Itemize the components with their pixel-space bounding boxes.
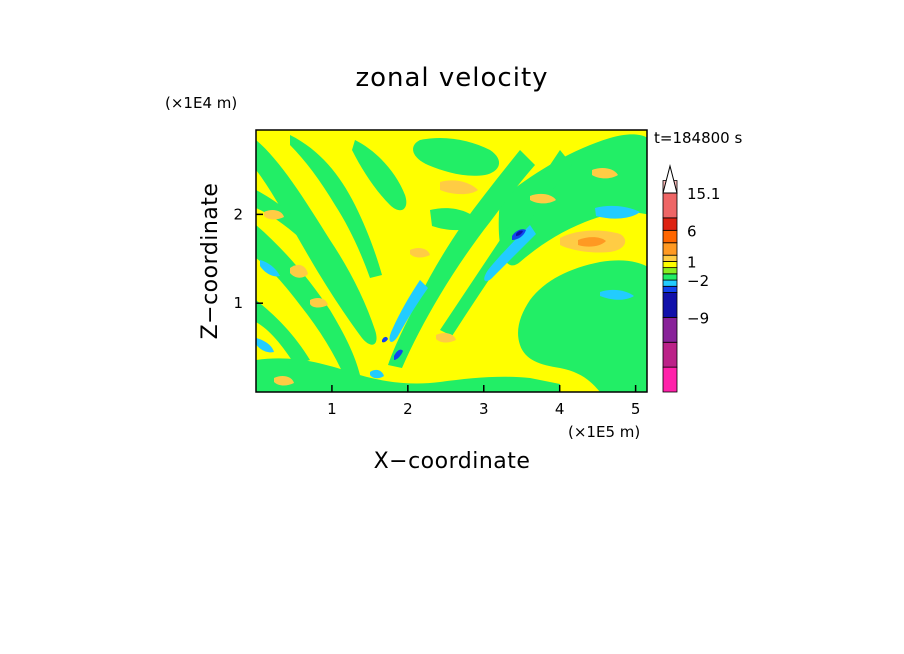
colorbar-segment: [662, 254, 678, 262]
y-axis-ticks: 12: [233, 205, 263, 312]
green-band-right-top: [498, 134, 647, 266]
cyan-streak-1: [484, 225, 536, 282]
colorbar-segment: [662, 366, 678, 393]
green-band-diagonal-1: [256, 140, 377, 345]
colorbar-tick-label: 6: [687, 222, 697, 240]
x-scale-label: (×1E5 m): [568, 423, 640, 441]
colorbar-segment: [662, 192, 678, 219]
x-tick-label: 3: [479, 400, 489, 418]
green-band-diagonal-6: [388, 150, 535, 368]
x-tick-label: 1: [327, 400, 337, 418]
y-tick-label: 1: [233, 294, 243, 312]
chart-title: zonal velocity: [355, 63, 548, 93]
colorbar-segment: [662, 316, 678, 343]
orange-patch-5: [530, 193, 556, 204]
green-band-diagonal-5: [413, 138, 500, 176]
orange-patch-7: [264, 209, 284, 220]
colorbar-segment: [662, 261, 678, 269]
orange-patch-4: [592, 167, 618, 179]
x-axis-title: X−coordinate: [374, 449, 531, 474]
orange-patch-6: [290, 264, 308, 278]
y-scale-label: (×1E4 m): [165, 94, 237, 112]
blue-spot-3: [394, 349, 403, 360]
cyan-streak-3: [389, 280, 428, 342]
orange-patch-11: [274, 375, 294, 386]
time-label: t=184800 s: [654, 129, 742, 147]
orange-patch-2: [578, 237, 606, 247]
y-axis-title: Z−coordinate: [198, 183, 223, 340]
colorbar-tick-label: 15.1: [687, 185, 720, 203]
green-band-diagonal-4: [290, 135, 382, 278]
cyan-streak-6: [370, 369, 384, 379]
blue-spot-2: [516, 230, 523, 236]
colorbar-tick-label: −2: [687, 272, 709, 290]
x-tick-label: 4: [555, 400, 565, 418]
orange-patch-8: [410, 247, 430, 258]
cyan-streak-4: [260, 260, 280, 277]
y-tick-label: 2: [233, 205, 243, 223]
colorbar-segment: [662, 217, 678, 231]
cyan-streak-5: [600, 289, 634, 300]
colorbar-max-arrow: [662, 164, 678, 194]
orange-patch-9: [310, 297, 328, 308]
x-tick-label: 5: [631, 400, 641, 418]
x-axis-ticks: 1 2 3 4 5: [327, 385, 640, 418]
orange-patch-10: [436, 332, 456, 343]
colorbar-segment: [662, 267, 678, 275]
colorbar-segment: [662, 285, 678, 293]
orange-patch-3: [440, 180, 478, 195]
green-band-diagonal-3: [256, 300, 310, 365]
colorbar-ticks: 15.1 6 1−2 −9: [687, 185, 720, 327]
colorbar-segment: [662, 273, 678, 281]
x-tick-label: 2: [403, 400, 413, 418]
colorbar-segment: [662, 292, 678, 318]
colorbar: [662, 164, 678, 393]
contour-field: [256, 130, 647, 392]
colorbar-segment: [662, 279, 678, 287]
colorbar-segment: [662, 229, 678, 244]
green-band-diagonal-8: [352, 140, 407, 211]
green-band-bottom: [256, 358, 560, 392]
colorbar-tick-label: 1: [687, 253, 697, 271]
plot-frame: [255, 129, 648, 393]
colorbar-tick-label: −9: [687, 309, 709, 327]
green-band-diagonal-10: [256, 190, 310, 238]
green-band-diagonal-2: [256, 225, 360, 378]
blue-spot-4: [382, 336, 388, 343]
cyan-streak-2: [595, 205, 640, 219]
cyan-streak-7: [256, 338, 274, 353]
colorbar-segment: [662, 341, 678, 368]
green-band-diagonal-9: [430, 208, 480, 231]
colorbar-segment: [662, 242, 678, 256]
